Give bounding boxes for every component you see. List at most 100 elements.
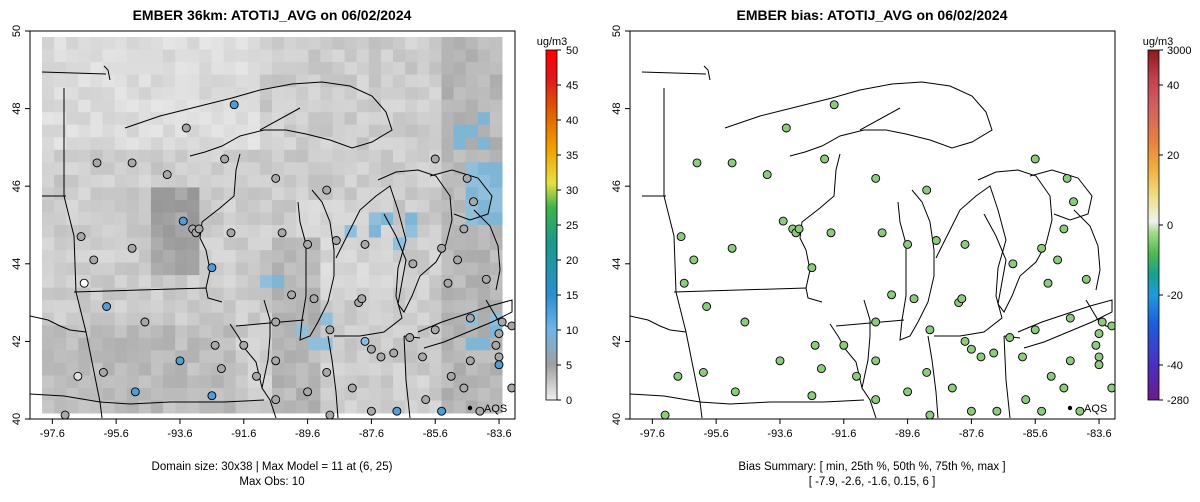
- heatmap-cell: [163, 375, 176, 389]
- heatmap-cell: [453, 287, 467, 301]
- heatmap-cell: [296, 325, 309, 339]
- heatmap-cell: [187, 187, 200, 201]
- heatmap-cell: [247, 237, 261, 251]
- heatmap-cell: [54, 400, 67, 414]
- heatmap-cell: [247, 174, 261, 188]
- model-site-marker: [162, 170, 172, 180]
- heatmap-cell: [235, 375, 249, 389]
- heatmap-cell: [417, 375, 430, 389]
- heatmap-cell: [90, 87, 104, 101]
- heatmap-cell: [259, 337, 273, 351]
- heatmap-cell: [78, 37, 91, 51]
- model-site-marker: [127, 243, 137, 253]
- bias-site-marker: [740, 317, 750, 327]
- heatmap-cell: [417, 300, 430, 314]
- y-tick-label: 42: [611, 335, 623, 347]
- heatmap-cell: [187, 362, 200, 376]
- heatmap-cell: [296, 262, 309, 276]
- boundary-line: [859, 107, 901, 131]
- heatmap-cell: [223, 37, 237, 51]
- heatmap-cell: [308, 250, 321, 264]
- heatmap-cell: [90, 275, 104, 289]
- heatmap-cell: [42, 162, 55, 176]
- heatmap-cell: [465, 99, 479, 113]
- heatmap-cell: [223, 300, 237, 314]
- heatmap-cell: [247, 350, 261, 364]
- x-tick-label: -83.6: [487, 428, 512, 440]
- model-site-marker: [140, 317, 150, 327]
- heatmap-cell: [150, 225, 164, 239]
- heatmap-cell: [114, 124, 128, 138]
- heatmap-cell: [368, 312, 382, 326]
- heatmap-cell: [465, 37, 479, 51]
- heatmap-cell: [223, 124, 237, 138]
- bias-y-axis: 40 42 44 46 48 50: [611, 25, 630, 425]
- heatmap-cell: [477, 99, 491, 113]
- boundary-line: [124, 81, 393, 157]
- bias-site-marker: [1065, 356, 1075, 366]
- heatmap-cell: [441, 350, 455, 364]
- heatmap-cell: [393, 375, 406, 389]
- heatmap-cell: [332, 187, 346, 201]
- heatmap-cell: [42, 262, 55, 276]
- heatmap-cell: [150, 287, 164, 301]
- heatmap-cell: [78, 174, 91, 188]
- heatmap-cell: [429, 87, 442, 101]
- heatmap-cell: [296, 37, 309, 51]
- x-tick-label: -85.6: [1023, 428, 1048, 440]
- heatmap-cell: [150, 312, 164, 326]
- heatmap-cell: [477, 387, 491, 401]
- bias-site-marker: [931, 236, 941, 245]
- model-site-marker: [303, 387, 313, 397]
- heatmap-cell: [42, 99, 55, 113]
- heatmap-cell: [368, 112, 382, 126]
- heatmap-cell: [211, 287, 225, 301]
- heatmap-cell: [138, 187, 152, 201]
- heatmap-cell: [187, 400, 200, 414]
- heatmap-cell: [320, 174, 334, 188]
- heatmap-cell: [417, 137, 430, 151]
- heatmap-cell: [465, 400, 479, 414]
- heatmap-cell: [78, 162, 91, 176]
- heatmap-cell: [368, 87, 382, 101]
- heatmap-cell: [356, 225, 370, 239]
- heatmap-cell: [102, 99, 116, 113]
- heatmap-cell: [138, 287, 152, 301]
- heatmap-cell: [272, 137, 285, 151]
- heatmap-cell: [441, 74, 455, 88]
- bias-site-marker: [826, 228, 836, 238]
- heatmap-cell: [126, 124, 140, 138]
- boundary-line: [1017, 299, 1113, 349]
- heatmap-cell: [429, 300, 442, 314]
- heatmap-cell: [126, 187, 140, 201]
- bias-site-marker: [871, 395, 881, 405]
- heatmap-cell: [54, 149, 67, 163]
- heatmap-cell: [78, 99, 91, 113]
- x-tick-label: -95.6: [104, 428, 129, 440]
- heatmap-cell: [393, 362, 406, 376]
- model-site-marker: [325, 325, 335, 335]
- heatmap-cell: [223, 87, 237, 101]
- model-site-marker: [325, 410, 335, 419]
- heatmap-cell: [429, 124, 442, 138]
- heatmap-cell: [320, 199, 334, 213]
- heatmap-cell: [453, 74, 467, 88]
- heatmap-cell: [405, 400, 418, 414]
- heatmap-cell: [54, 337, 67, 351]
- bias-site-marker: [960, 336, 970, 346]
- heatmap-cell: [138, 325, 152, 339]
- heatmap-cell: [42, 400, 55, 414]
- heatmap-cell: [332, 62, 346, 76]
- bias-site-marker: [989, 348, 999, 358]
- heatmap-cell: [344, 262, 358, 276]
- heatmap-cell: [296, 187, 309, 201]
- heatmap-cell: [453, 112, 467, 126]
- heatmap-cell: [66, 337, 79, 351]
- y-tick-label: 48: [611, 102, 623, 114]
- heatmap-cell: [163, 37, 176, 51]
- heatmap-cell: [429, 49, 442, 63]
- heatmap-cell: [90, 112, 104, 126]
- heatmap-cell: [453, 62, 467, 76]
- heatmap-cell: [66, 99, 79, 113]
- heatmap-cell: [223, 375, 237, 389]
